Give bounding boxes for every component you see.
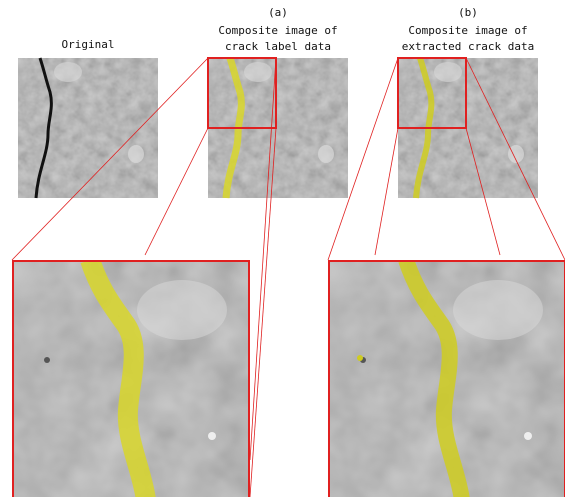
zoom-extracted (328, 260, 565, 497)
original-image (18, 58, 158, 198)
panel-label: (a) (268, 6, 288, 19)
figure: Original (a) Composite image of crack la… (0, 0, 565, 497)
panel-title: extracted crack data (402, 40, 534, 53)
panel-label: (b) (458, 6, 478, 19)
panel-title: Composite image of (408, 24, 527, 37)
zoom-label (12, 260, 250, 497)
panel-title: crack label data (225, 40, 331, 53)
panel-title: Composite image of (218, 24, 337, 37)
original-title: Original (62, 38, 115, 51)
